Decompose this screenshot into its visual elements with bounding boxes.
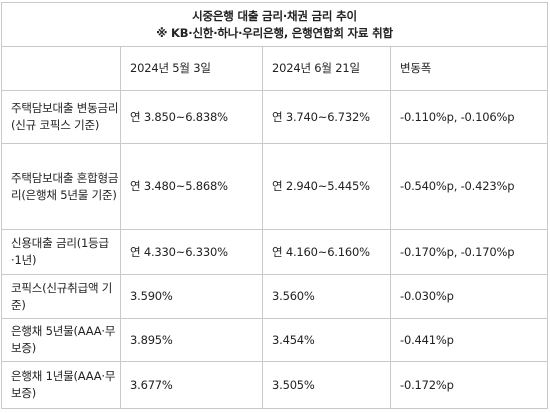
header-row: 2024년 5월 3일 2024년 6월 21일 변동폭 — [1, 46, 549, 91]
table-row: 주택담보대출 혼합형금 리(은행채 5년물 기준) 연 3.480~5.868%… — [1, 143, 549, 230]
row-label: 신용대출 금리(1등급 ·1년) — [1, 229, 121, 275]
change-value: -0.540%p, -0.423%p — [389, 143, 549, 230]
table-subtitle: ※ KB·신한·하나·우리은행, 은행연합회 자료 취합 — [156, 25, 393, 40]
row-label-text: 은행채 5년물(AAA·무 보증) — [11, 324, 116, 355]
row-label-text: 주택담보대출 변동금리 (신규 코픽스 기준) — [11, 101, 119, 132]
june-value: 3.505% — [262, 361, 391, 409]
table-row: 주택담보대출 변동금리 (신규 코픽스 기준) 연 3.850~6.838% 연… — [1, 90, 549, 144]
title-row: 시중은행 대출 금리·채권 금리 추이 ※ KB·신한·하나·우리은행, 은행연… — [0, 2, 549, 47]
table-row: 은행채 1년물(AAA·무 보증) 3.677% 3.505% -0.172%p — [1, 361, 549, 409]
change-value: -0.170%p, -0.170%p — [389, 229, 549, 275]
header-empty — [1, 46, 121, 91]
table-row: 신용대출 금리(1등급 ·1년) 연 4.330~6.330% 연 4.160~… — [1, 229, 549, 275]
row-label: 주택담보대출 변동금리 (신규 코픽스 기준) — [1, 90, 121, 144]
may-value: 3.677% — [120, 361, 263, 409]
row-label-text: 은행채 1년물(AAA·무 보증) — [11, 369, 116, 400]
row-label-text: 신용대출 금리(1등급 ·1년) — [11, 236, 109, 267]
row-label: 은행채 1년물(AAA·무 보증) — [1, 361, 121, 409]
row-label: 코픽스(신규취급액 기 준) — [1, 274, 121, 319]
june-value: 3.454% — [262, 318, 391, 362]
may-value: 3.895% — [120, 318, 263, 362]
may-value: 연 3.480~5.868% — [120, 143, 263, 230]
june-value: 연 4.160~6.160% — [262, 229, 391, 275]
june-value: 연 2.940~5.445% — [262, 143, 391, 230]
row-label-text: 주택담보대출 혼합형금 리(은행채 5년물 기준) — [11, 170, 119, 202]
change-value: -0.030%p — [389, 274, 549, 319]
june-value: 3.560% — [262, 274, 391, 319]
row-label: 은행채 5년물(AAA·무 보증) — [1, 318, 121, 362]
change-value: -0.441%p — [389, 318, 549, 362]
may-value: 연 3.850~6.838% — [120, 90, 263, 144]
may-value: 3.590% — [120, 274, 263, 319]
may-value: 연 4.330~6.330% — [120, 229, 263, 275]
table-title: 시중은행 대출 금리·채권 금리 추이 — [192, 8, 357, 23]
june-value: 연 3.740~6.732% — [262, 90, 391, 144]
row-label: 주택담보대출 혼합형금 리(은행채 5년물 기준) — [1, 143, 121, 230]
change-value: -0.172%p — [389, 361, 549, 409]
header-june-date: 2024년 6월 21일 — [262, 46, 391, 91]
header-change: 변동폭 — [389, 46, 549, 91]
row-label-text: 코픽스(신규취급액 기 준) — [11, 280, 113, 312]
header-may-date: 2024년 5월 3일 — [120, 46, 263, 91]
table-title-cell: 시중은행 대출 금리·채권 금리 추이 ※ KB·신한·하나·우리은행, 은행연… — [0, 2, 549, 47]
table-row: 코픽스(신규취급액 기 준) 3.590% 3.560% -0.030%p — [1, 274, 549, 319]
table-row: 은행채 5년물(AAA·무 보증) 3.895% 3.454% -0.441%p — [1, 318, 549, 362]
change-value: -0.110%p, -0.106%p — [389, 90, 549, 144]
